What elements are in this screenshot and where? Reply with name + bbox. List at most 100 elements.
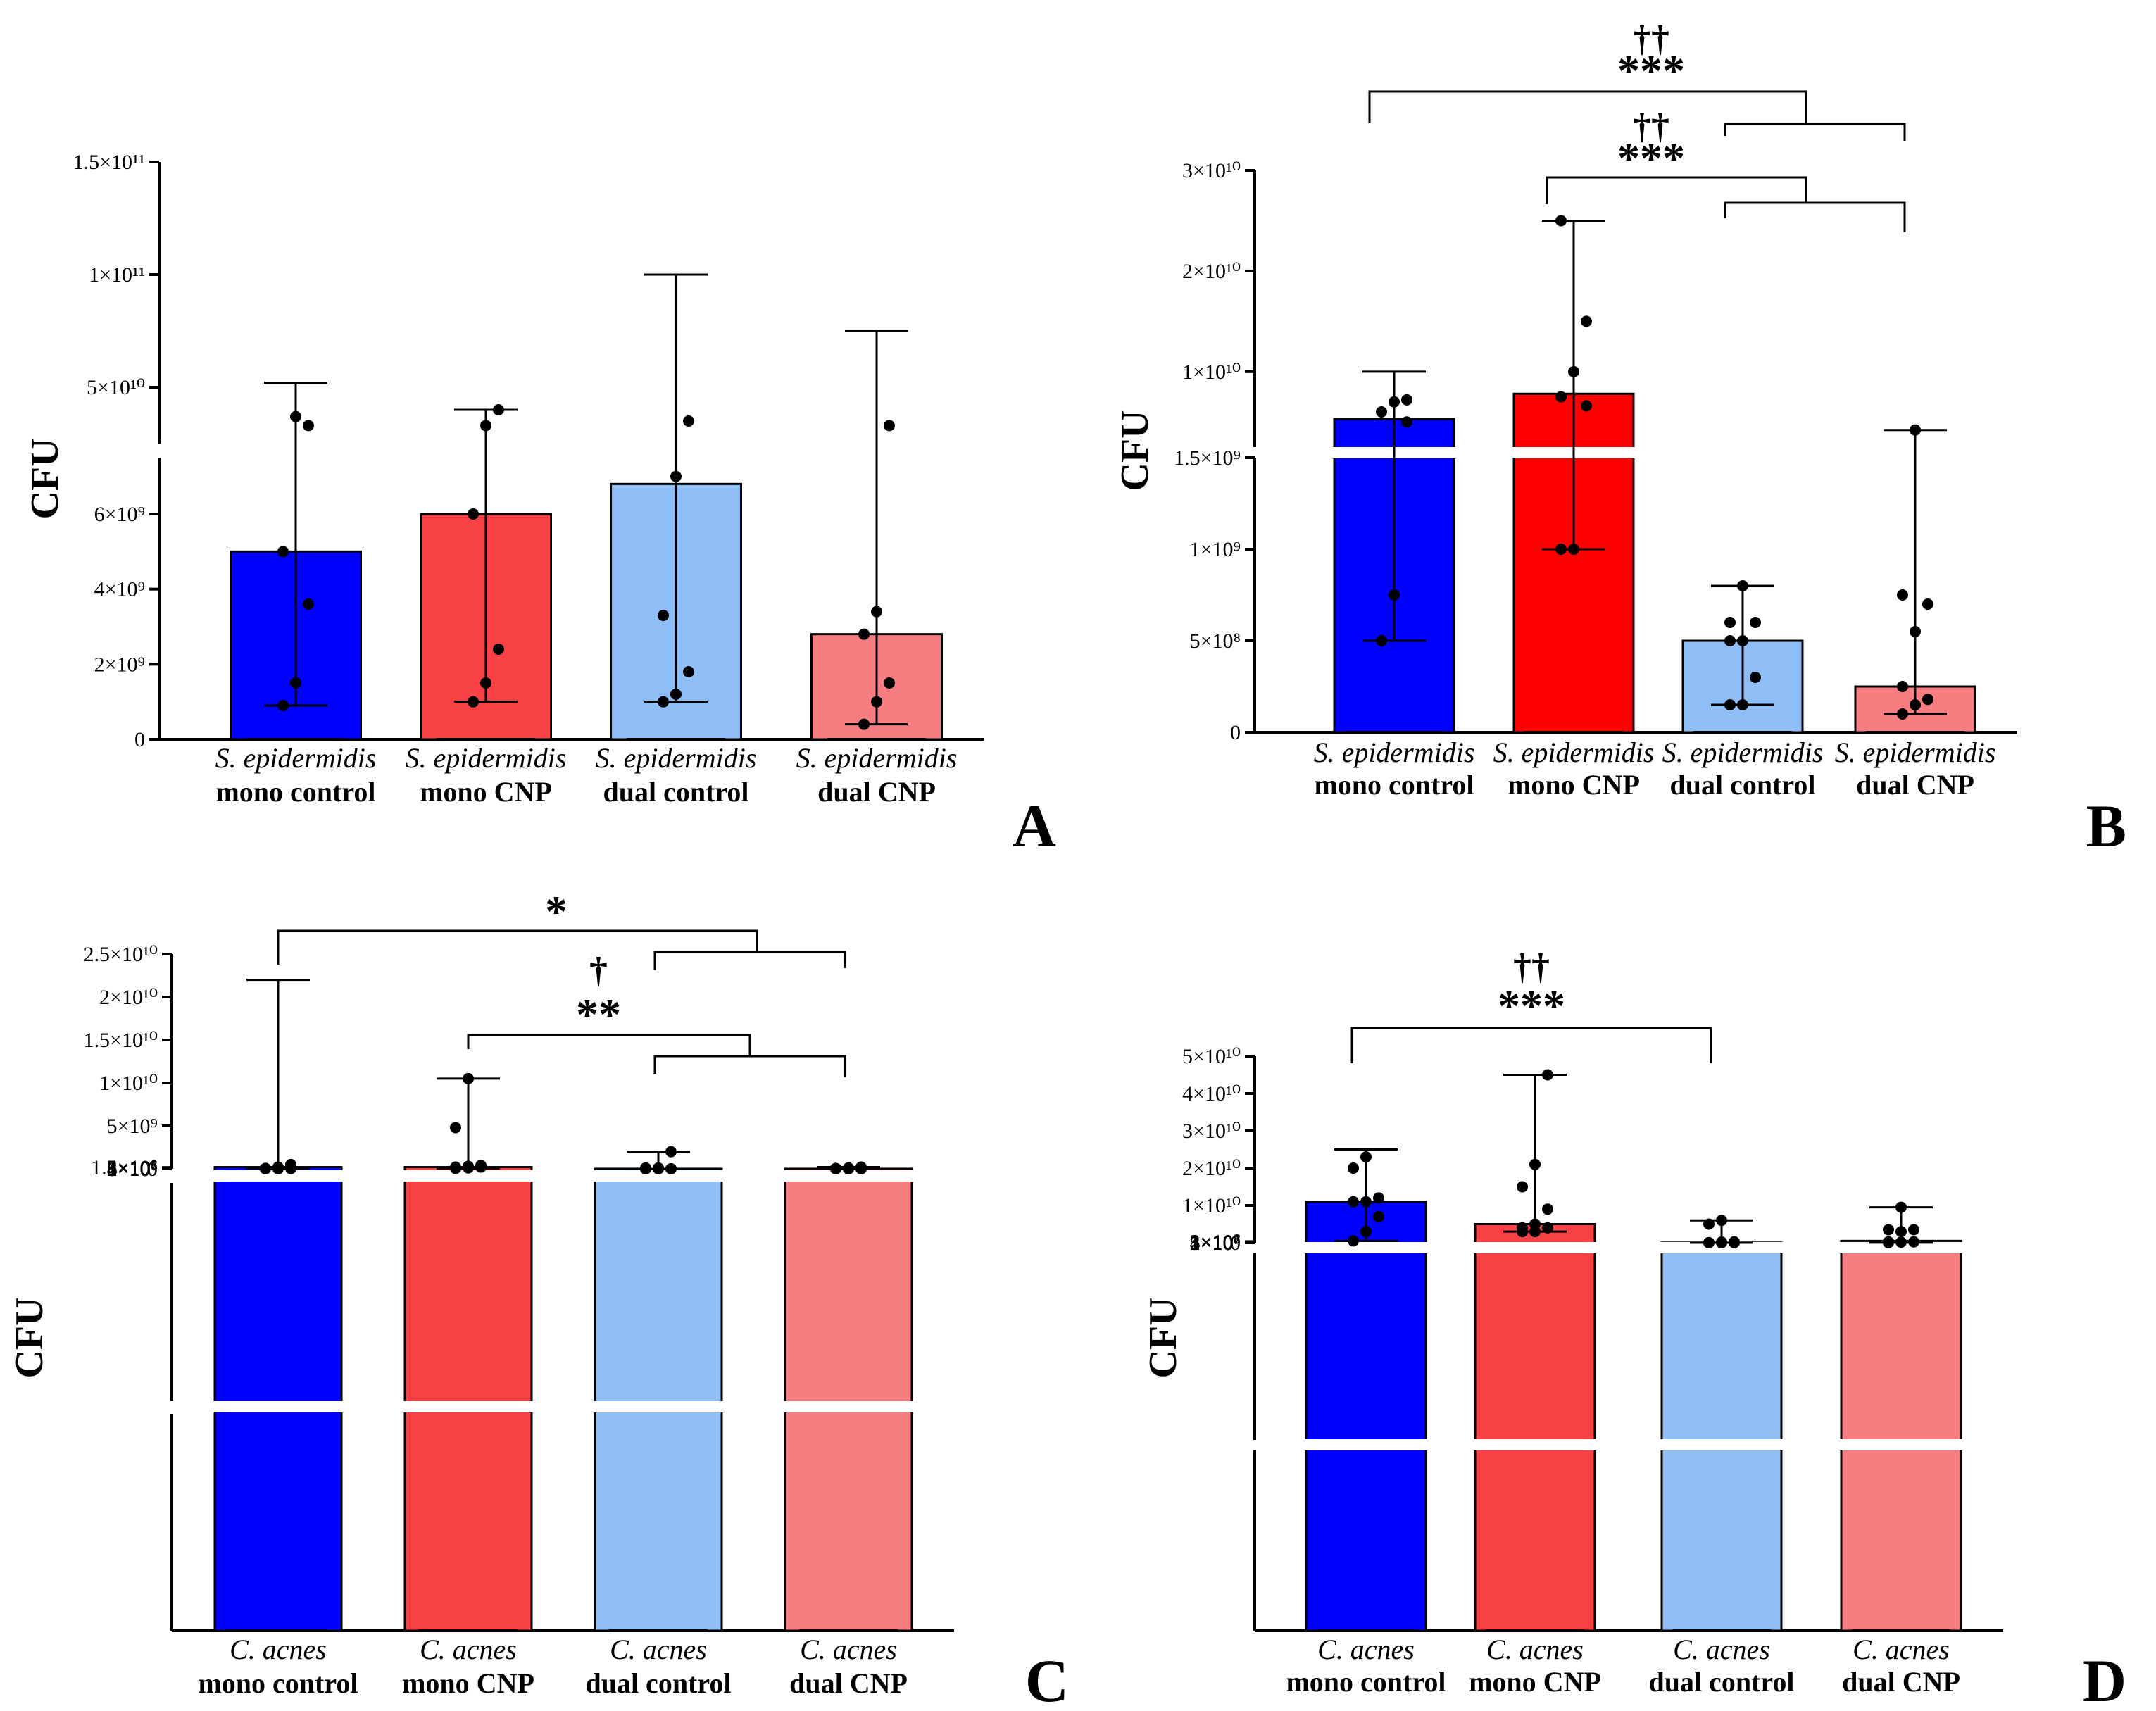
axis-break (161, 445, 972, 456)
dagger-label: † (589, 951, 608, 991)
category-species-label: C. acnes (1853, 1634, 1950, 1665)
y-tick-label: 4×10⁹ (94, 578, 145, 601)
y-tick-label: 2×10⁸ (1190, 1231, 1241, 1254)
y-tick-label: 3×10⁸ (1190, 1230, 1241, 1253)
data-point (1895, 1236, 1907, 1248)
data-point (1348, 1235, 1359, 1247)
category-condition-label: dual CNP (789, 1667, 908, 1699)
data-point (1542, 1069, 1553, 1081)
category-condition-label: mono control (198, 1667, 358, 1699)
significance-stars: * (545, 886, 568, 936)
y-tick-label: 0 (1230, 721, 1241, 744)
data-point (1910, 626, 1921, 637)
data-point (463, 1160, 474, 1172)
data-point (450, 1161, 461, 1173)
data-point (1529, 1218, 1541, 1230)
category-condition-label: dual CNP (1842, 1666, 1960, 1698)
significance-bracket (467, 1034, 751, 1056)
panel-b: 0 5×10⁸ 1×10⁹ 1.5×10⁹ 1×10¹⁰ 2×10¹⁰ 3×10¹⁰ S. e… (1113, 19, 2126, 860)
y-tick-label: 0 (147, 1158, 158, 1181)
data-point (1517, 1181, 1528, 1193)
y-tick-label: 1×10⁹ (1190, 538, 1241, 561)
significance-bracket (1724, 123, 1906, 141)
data-point (658, 610, 669, 621)
category-condition-label: dual control (603, 776, 748, 808)
data-point (1737, 635, 1748, 646)
data-point (272, 1161, 284, 1173)
data-point (843, 1162, 854, 1174)
bar (1474, 1223, 1596, 1632)
category-condition-label: mono control (215, 776, 375, 808)
y-tick-label: 3×10⁷ (1190, 1231, 1241, 1255)
data-point (1389, 396, 1400, 408)
panel-label: A (1013, 792, 1056, 860)
bar (1840, 1239, 1962, 1632)
axis-break (1256, 1242, 1991, 1253)
data-point (858, 718, 870, 730)
data-point (1922, 598, 1933, 610)
data-point (290, 677, 301, 689)
data-point (1895, 1226, 1907, 1238)
bar (213, 1166, 343, 1632)
bar (1660, 1241, 1783, 1632)
y-tick-label: 0 (134, 728, 145, 751)
data-point (1908, 1224, 1919, 1236)
data-point (303, 420, 314, 432)
data-point (1922, 694, 1933, 706)
data-point (653, 1162, 664, 1174)
data-point (871, 606, 882, 618)
y-tick-label: 5×10¹⁰ (1182, 1045, 1241, 1068)
data-point (1376, 406, 1387, 418)
data-point (1750, 617, 1761, 628)
category-species-label: S. epidermidis (215, 742, 377, 774)
data-point (1703, 1236, 1715, 1248)
y-tick-label: 1×10¹⁰ (1182, 361, 1241, 384)
data-point (277, 700, 289, 711)
category-species-label: C. acnes (1486, 1634, 1584, 1665)
category-species-label: C. acnes (800, 1634, 897, 1665)
data-point (450, 1122, 461, 1134)
data-point (1568, 544, 1579, 555)
category-condition-label: dual control (1669, 769, 1815, 801)
data-point (1389, 589, 1400, 601)
data-point (480, 420, 491, 432)
category-species-label: C. acnes (230, 1634, 327, 1665)
y-tick-label: 4×10⁷ (1190, 1231, 1241, 1255)
dagger-label: †† (1633, 19, 1669, 59)
data-point (1529, 1158, 1541, 1170)
data-point (1910, 424, 1921, 436)
data-point (1703, 1218, 1715, 1230)
dagger-label: †† (1513, 947, 1550, 987)
bar (784, 1167, 913, 1632)
category-condition-label: dual control (1648, 1666, 1794, 1698)
bar (1305, 1201, 1427, 1632)
data-point (1348, 1162, 1359, 1174)
data-point (285, 1158, 296, 1170)
category-condition-label: mono control (1286, 1666, 1446, 1698)
category-species-label: S. epidermidis (1493, 737, 1655, 768)
category-species-label: C. acnes (1317, 1634, 1415, 1665)
y-axis-label: CFU (8, 1297, 51, 1378)
dagger-label: †† (1633, 106, 1669, 146)
data-point (1897, 589, 1908, 601)
y-tick-label: 1×10⁸ (1190, 1231, 1241, 1254)
category-condition-label: dual control (585, 1667, 731, 1699)
data-point (670, 470, 682, 482)
panel-d: 01×10⁷2×10⁷3×10⁷4×10⁷5×10⁷1×10⁸2×10⁸3×10… (1141, 947, 2126, 1711)
y-tick-label: 2×10⁹ (94, 653, 145, 676)
panel-a: 0 2×10⁹ 4×10⁹ 6×10⁹ 5×10¹⁰ 1×10¹¹ 1.5×10¹¹ S. e… (23, 151, 1056, 860)
y-tick-label: 2×10¹⁰ (1182, 260, 1241, 283)
y-tick-label: 1×10⁸ (107, 1157, 158, 1180)
y-tick-label: 1×10⁷ (1190, 1231, 1241, 1255)
axis-break (173, 1401, 941, 1412)
data-point (1373, 1210, 1384, 1222)
y-tick-label: 5×10⁷ (1190, 1231, 1241, 1255)
data-point (1737, 699, 1748, 710)
panel-label: B (2086, 792, 2126, 860)
category-species-label: S. epidermidis (1662, 737, 1824, 768)
data-point (1555, 544, 1567, 555)
y-tick-label: 2×10¹⁰ (1182, 1157, 1241, 1180)
y-axis-label: CFU (1141, 1297, 1185, 1378)
y-tick-label: 5×10¹⁰ (87, 376, 145, 399)
category-condition-label: mono CNP (420, 776, 552, 808)
